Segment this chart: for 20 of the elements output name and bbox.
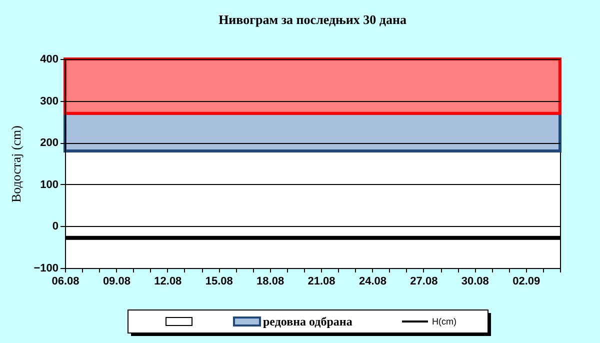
y-tick-label: 0 bbox=[52, 220, 58, 233]
x-tick-label: 24.08 bbox=[358, 276, 387, 288]
legend-label: H(cm) bbox=[432, 316, 456, 326]
y-tick-label: 300 bbox=[40, 95, 58, 108]
x-tick-label: 30.08 bbox=[461, 276, 489, 288]
x-tick-label: 12.08 bbox=[154, 276, 182, 288]
legend-label: редовна одбрана bbox=[263, 314, 352, 328]
x-tick-label: 27.08 bbox=[410, 276, 438, 288]
x-tick-label: 09.08 bbox=[102, 276, 130, 288]
y-tick-label: −100 bbox=[34, 262, 58, 274]
x-tick-label: 18.08 bbox=[256, 276, 284, 288]
y-tick-label: 400 bbox=[40, 54, 58, 66]
y-axis-title: Водостај (cm) bbox=[8, 125, 24, 203]
y-tick-label: 200 bbox=[40, 137, 58, 150]
x-tick-label: 06.08 bbox=[52, 276, 80, 288]
x-tick-label: 02.09 bbox=[512, 276, 540, 288]
chart-title: Нивограм за последњих 30 дана bbox=[218, 12, 407, 27]
x-tick-label: 21.08 bbox=[308, 276, 336, 288]
x-tick-label: 15.08 bbox=[205, 276, 233, 288]
y-tick-label: 100 bbox=[40, 178, 58, 191]
